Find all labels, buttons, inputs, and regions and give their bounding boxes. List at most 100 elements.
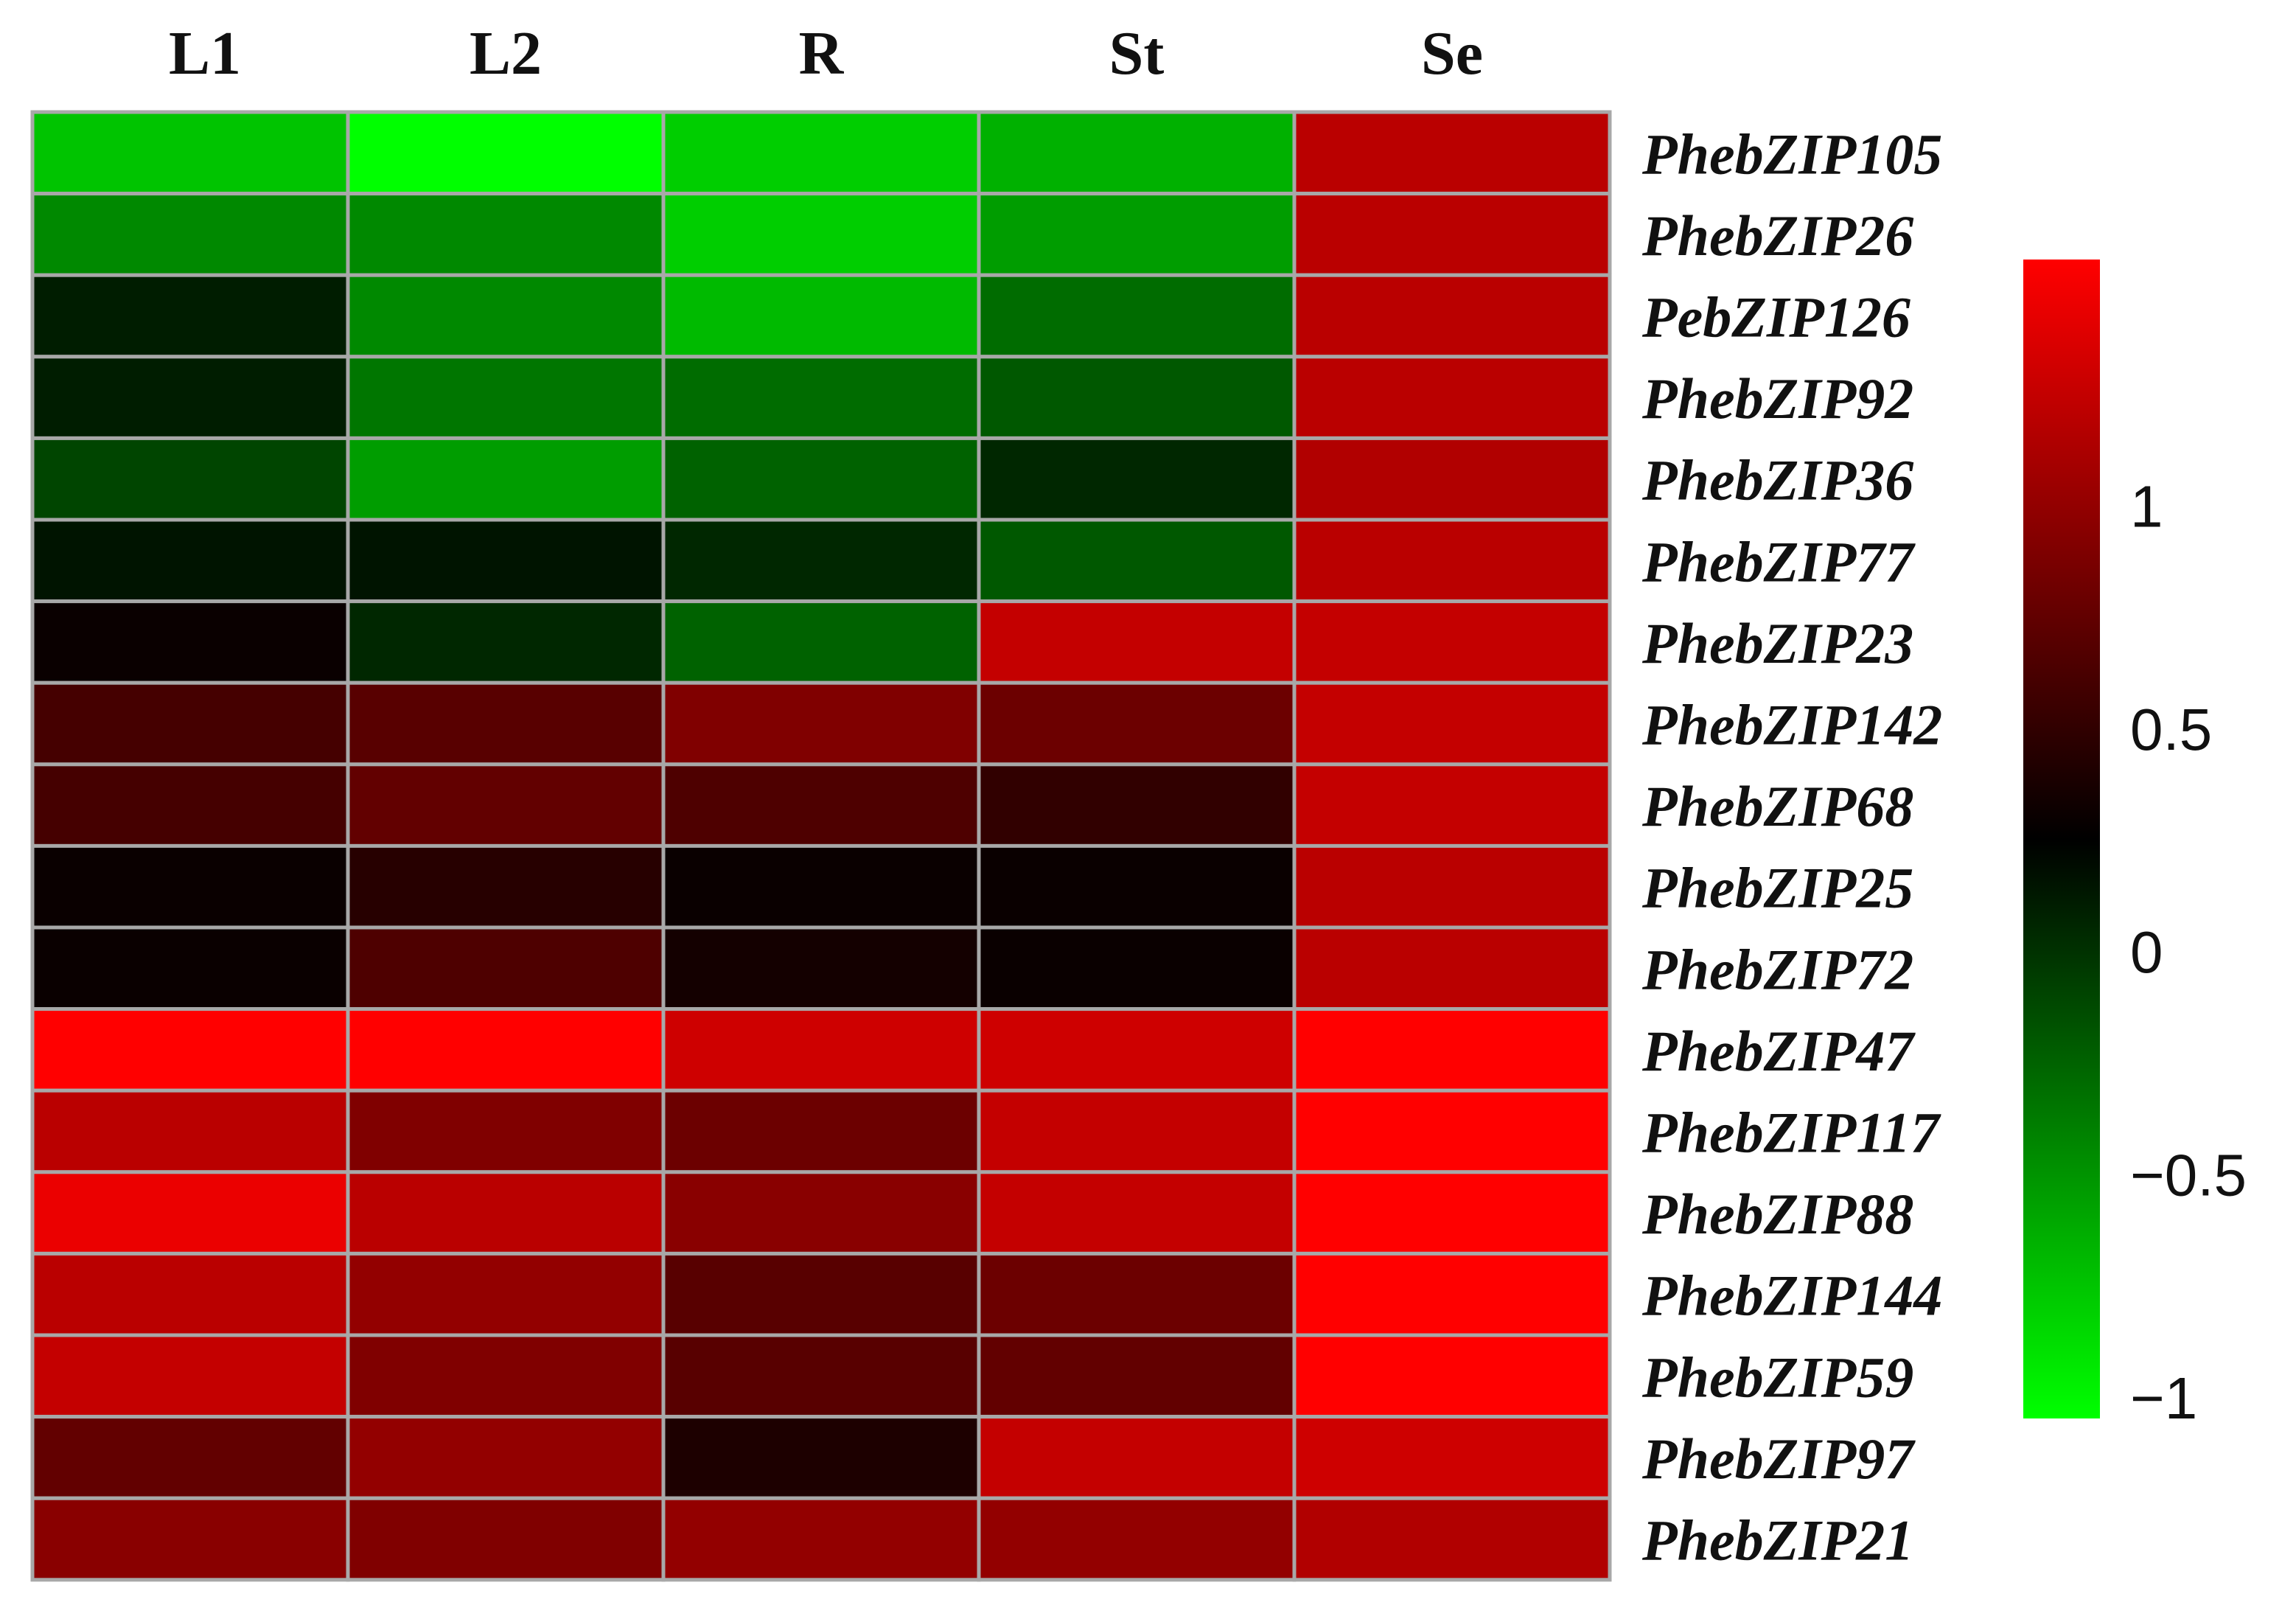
- heatmap-cell: [346, 192, 666, 277]
- heatmap-cell: [1292, 843, 1612, 930]
- heatmap-cell: [977, 436, 1297, 522]
- heatmap-cell: [346, 1088, 666, 1174]
- heatmap-cell: [977, 192, 1297, 277]
- heatmap-cell: [977, 518, 1297, 604]
- column-label: L1: [169, 19, 241, 88]
- row-label: PhebZIP25: [1641, 856, 1913, 920]
- heatmap-cell: [30, 1415, 350, 1500]
- row-label: PhebZIP47: [1641, 1019, 1916, 1083]
- row-labels: PhebZIP105 PhebZIP26 PebZIP126 PhebZIP92 Phe…: [1641, 122, 1942, 1572]
- heatmap-cell: [1292, 1170, 1612, 1256]
- row-label: PhebZIP105: [1641, 122, 1942, 186]
- heatmap-cell: [661, 843, 981, 930]
- heatmap-cell: [1292, 192, 1612, 277]
- heatmap-cell: [977, 1415, 1297, 1500]
- heatmap-cell: [1292, 1496, 1612, 1582]
- row-label: PhebZIP59: [1641, 1345, 1913, 1409]
- heatmap-cell: [346, 1333, 666, 1419]
- heatmap-cell: [1292, 1007, 1612, 1093]
- legend-tick-label: 0: [2130, 919, 2163, 985]
- row-label: PhebZIP68: [1641, 774, 1913, 838]
- row-label: PhebZIP72: [1641, 937, 1913, 1001]
- heatmap-cell: [661, 1415, 981, 1500]
- heatmap-cell: [346, 273, 666, 359]
- heatmap-cell: [977, 110, 1297, 196]
- heatmap-cell: [346, 1170, 666, 1256]
- heatmap-cell: [30, 436, 350, 522]
- row-label: PhebZIP36: [1641, 448, 1913, 512]
- heatmap-cell: [661, 436, 981, 522]
- heatmap-cell: [1292, 762, 1612, 848]
- color-scale-legend: 1 0.5 0 −0.5 −1: [2023, 260, 2247, 1431]
- heatmap-cell: [1292, 1415, 1612, 1500]
- heatmap-cells: [30, 110, 1612, 1582]
- row-label: PhebZIP21: [1641, 1508, 1913, 1573]
- heatmap-cell: [661, 1170, 981, 1256]
- row-label: PhebZIP97: [1641, 1427, 1916, 1491]
- heatmap-cell: [1292, 355, 1612, 440]
- row-label: PhebZIP92: [1641, 366, 1913, 431]
- heatmap-cell: [1292, 599, 1612, 685]
- heatmap-cell: [1292, 1088, 1612, 1174]
- legend-tick-label: 0.5: [2130, 697, 2212, 762]
- heatmap-cell: [661, 518, 981, 604]
- heatmap-cell: [977, 355, 1297, 440]
- row-label: PhebZIP144: [1641, 1264, 1942, 1328]
- heatmap-cell: [30, 273, 350, 359]
- heatmap-cell: [977, 925, 1297, 1012]
- heatmap-cell: [30, 355, 350, 440]
- heatmap-cell: [977, 1496, 1297, 1582]
- heatmap-cell: [977, 1170, 1297, 1256]
- row-label: PhebZIP26: [1641, 203, 1913, 268]
- heatmap-cell: [977, 599, 1297, 685]
- heatmap-cell: [30, 680, 350, 767]
- row-label: PhebZIP142: [1641, 693, 1942, 757]
- heatmap-cell: [30, 192, 350, 277]
- column-label: St: [1109, 19, 1165, 88]
- heatmap-cell: [346, 436, 666, 522]
- heatmap-cell: [346, 1251, 666, 1337]
- heatmap-cell: [661, 680, 981, 767]
- heatmap-cell: [1292, 1251, 1612, 1337]
- column-label: Se: [1421, 19, 1483, 88]
- column-label: R: [799, 19, 845, 88]
- heatmap-cell: [346, 518, 666, 604]
- heatmap-cell: [346, 762, 666, 848]
- heatmap-cell: [661, 355, 981, 440]
- heatmap-cell: [1292, 273, 1612, 359]
- heatmap-cell: [346, 680, 666, 767]
- row-label: PhebZIP88: [1641, 1182, 1913, 1246]
- column-label: L2: [470, 19, 542, 88]
- heatmap-cell: [346, 1007, 666, 1093]
- heatmap-cell: [1292, 436, 1612, 522]
- heatmap-cell: [30, 762, 350, 848]
- heatmap-cell: [30, 1170, 350, 1256]
- heatmap-cell: [661, 1088, 981, 1174]
- heatmap-cell: [661, 192, 981, 277]
- heatmap-cell: [977, 1251, 1297, 1337]
- heatmap-cell: [661, 925, 981, 1012]
- column-labels: L1 L2 R St Se: [169, 19, 1483, 88]
- heatmap-cell: [346, 843, 666, 930]
- heatmap-cell: [661, 273, 981, 359]
- heatmap-cell: [30, 599, 350, 685]
- heatmap-cell: [661, 1333, 981, 1419]
- heatmap-cell: [1292, 110, 1612, 196]
- heatmap-cell: [30, 1333, 350, 1419]
- row-label: PhebZIP77: [1641, 529, 1916, 593]
- heatmap-cell: [1292, 1333, 1612, 1419]
- heatmap-cell: [977, 680, 1297, 767]
- heatmap-cell: [30, 1007, 350, 1093]
- heatmap-cell: [661, 110, 981, 196]
- heatmap-cell: [661, 599, 981, 685]
- heatmap-cell: [977, 273, 1297, 359]
- heatmap-cell: [1292, 518, 1612, 604]
- legend-tick-label: −0.5: [2130, 1142, 2247, 1208]
- color-scale-bar: [2023, 260, 2100, 1418]
- heatmap-cell: [1292, 925, 1612, 1012]
- heatmap-cell: [346, 599, 666, 685]
- heatmap-cell: [30, 518, 350, 604]
- heatmap-cell: [30, 1251, 350, 1337]
- heatmap-cell: [346, 110, 666, 196]
